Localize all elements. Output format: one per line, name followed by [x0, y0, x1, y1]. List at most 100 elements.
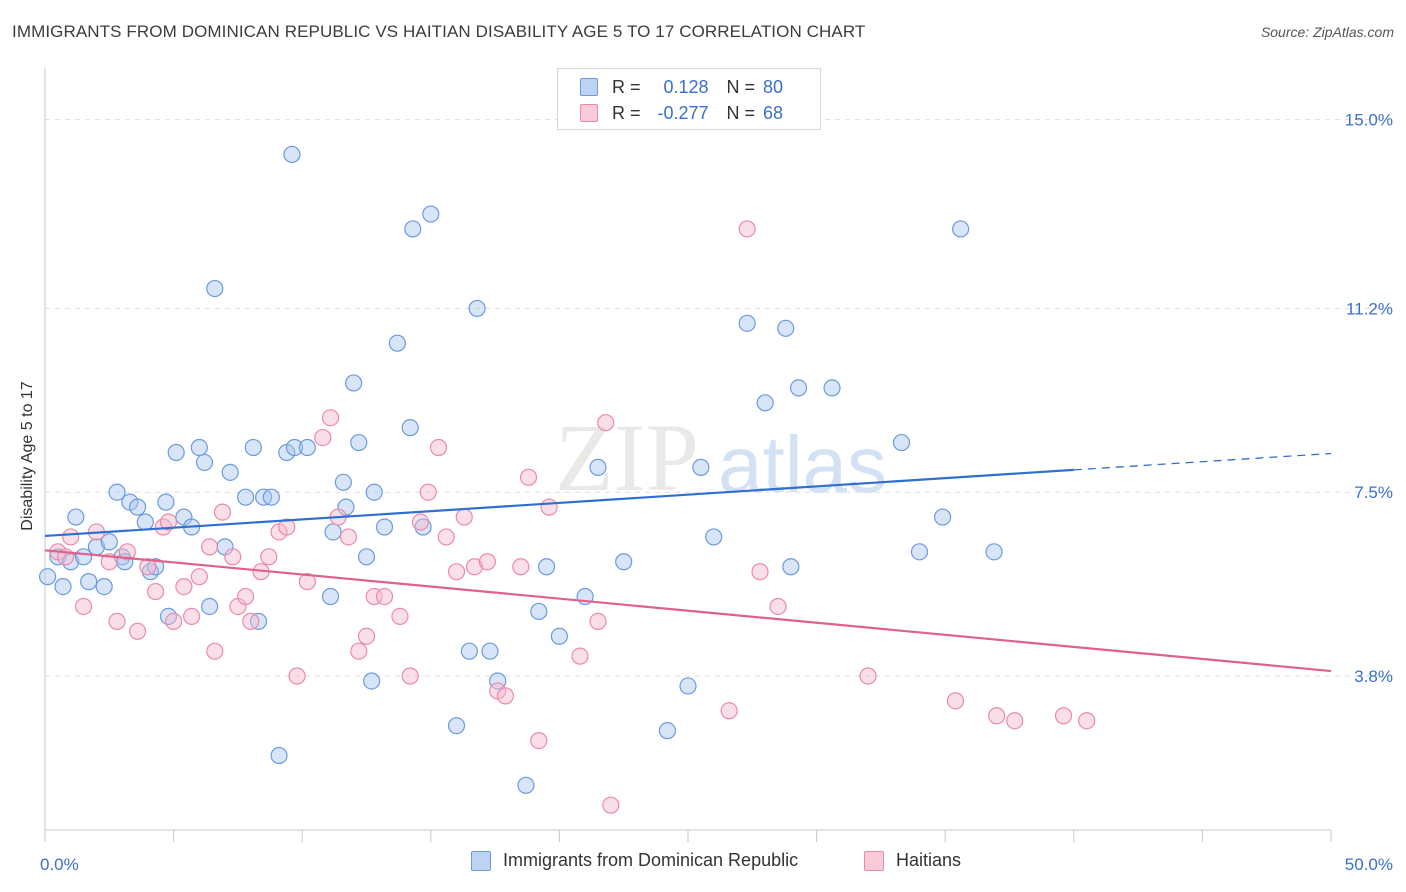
- data-point-dominican: [100, 533, 118, 551]
- data-point-haitian: [314, 428, 332, 447]
- data-point-haitian: [597, 414, 615, 432]
- y-tick-label: 3.8%: [1354, 667, 1393, 686]
- data-point-haitian: [1006, 712, 1024, 730]
- data-point-dominican: [401, 419, 419, 437]
- data-point-dominican: [692, 458, 710, 476]
- y-tick-labels: 3.8% 7.5% 11.2% 15.0%: [1345, 111, 1393, 686]
- data-point-haitian: [496, 687, 514, 705]
- data-point-dominican: [54, 578, 72, 596]
- data-point-haitian: [74, 597, 93, 616]
- data-point-haitian: [183, 607, 201, 626]
- legend-row-blue: R = 0.128 N = 80: [580, 74, 783, 100]
- legend-swatch-pink: [580, 104, 598, 122]
- legend-r-label: R =: [612, 102, 641, 123]
- data-point-haitian: [478, 553, 496, 571]
- data-point-haitian: [429, 438, 448, 457]
- data-point-dominican: [468, 299, 486, 318]
- data-point-haitian: [512, 558, 530, 576]
- x-tick-label: 0.0%: [40, 855, 79, 874]
- legend-row-pink: R = -0.277 N = 68: [580, 100, 783, 126]
- data-point-dominican: [345, 374, 363, 392]
- data-point-haitian: [146, 582, 165, 601]
- data-point-dominican: [705, 528, 723, 546]
- data-point-dominican: [589, 458, 607, 476]
- data-point-dominican: [404, 220, 422, 238]
- data-point-haitian: [339, 528, 358, 546]
- data-point-dominican: [128, 498, 147, 516]
- data-point-dominican: [190, 438, 208, 457]
- data-point-dominican: [195, 453, 214, 472]
- y-tick-label: 11.2%: [1346, 299, 1393, 318]
- data-point-dominican: [141, 563, 160, 581]
- data-point-haitian: [278, 518, 296, 536]
- data-point-dominican: [481, 642, 499, 660]
- data-point-haitian: [738, 220, 756, 238]
- legend-swatch-dominican: [471, 850, 491, 871]
- data-point-dominican: [782, 558, 800, 576]
- data-point-dominican: [244, 438, 262, 457]
- data-point-haitian: [242, 612, 260, 630]
- data-point-haitian: [201, 538, 219, 556]
- legend-item-dominican[interactable]: Immigrants from Dominican Republic: [471, 850, 798, 871]
- watermark-atlas: atlas: [718, 420, 887, 509]
- data-point-haitian: [988, 707, 1006, 725]
- watermark-zip: ZIP: [555, 404, 699, 511]
- trend-line-dominican: [44, 468, 1074, 538]
- data-point-dominican: [658, 722, 677, 740]
- data-point-haitian: [437, 528, 455, 546]
- data-point-haitian: [118, 543, 136, 561]
- data-point-haitian: [465, 558, 484, 576]
- data-point-dominican: [892, 433, 911, 452]
- data-point-dominican: [283, 145, 301, 164]
- legend-n-value-blue: 80: [763, 76, 784, 97]
- data-point-haitian: [237, 587, 255, 606]
- legend-n-label: N =: [726, 76, 756, 97]
- data-point-dominican: [321, 587, 340, 606]
- data-point-haitian: [190, 568, 208, 586]
- data-point-haitian: [108, 612, 126, 630]
- data-point-dominican: [201, 597, 219, 616]
- data-point-haitian: [720, 702, 738, 720]
- legend-r-value-blue: 0.128: [663, 76, 709, 97]
- data-point-haitian: [260, 548, 278, 566]
- data-point-dominican: [357, 548, 376, 566]
- legend-label-dominican: Immigrants from Dominican Republic: [503, 850, 799, 870]
- data-point-haitian: [175, 578, 193, 596]
- data-point-dominican: [823, 379, 841, 397]
- data-point-dominican: [38, 568, 57, 586]
- correlation-legend: R = 0.128 N = 80 R = -0.277 N = 68: [557, 68, 821, 130]
- legend-r-label: R =: [612, 76, 641, 97]
- data-point-dominican: [615, 553, 633, 571]
- data-point-haitian: [946, 692, 965, 710]
- data-point-dominican: [679, 677, 697, 695]
- data-point-dominican: [530, 602, 548, 621]
- chart-title: IMMIGRANTS FROM DOMINICAN REPUBLIC VS HA…: [12, 22, 866, 41]
- data-point-haitian: [298, 573, 316, 591]
- y-tick-label: 15.0%: [1345, 111, 1393, 130]
- y-axis-label: Disability Age 5 to 17: [19, 381, 36, 531]
- data-point-dominican: [537, 558, 556, 576]
- legend-n-value-pink: 68: [763, 102, 784, 123]
- data-point-dominican: [985, 543, 1003, 561]
- data-point-dominican: [460, 642, 478, 660]
- data-point-haitian: [206, 642, 224, 660]
- data-point-haitian: [401, 667, 419, 685]
- series-blue-points: [38, 145, 1003, 794]
- legend-item-haitians[interactable]: Haitians: [864, 850, 961, 871]
- data-point-dominican: [910, 543, 929, 561]
- data-point-haitian: [159, 513, 178, 531]
- legend-swatch-blue: [580, 78, 598, 96]
- data-point-haitian: [1054, 707, 1073, 725]
- data-point-dominican: [952, 220, 970, 238]
- data-point-haitian: [602, 796, 620, 814]
- data-point-dominican: [363, 672, 381, 690]
- legend-label-haitians: Haitians: [896, 850, 962, 870]
- data-point-haitian: [62, 528, 80, 546]
- data-point-haitian: [530, 731, 548, 750]
- data-point-haitian: [350, 642, 368, 660]
- data-point-dominican: [365, 483, 383, 501]
- data-point-haitian: [769, 597, 787, 616]
- data-point-dominican: [95, 578, 113, 596]
- data-point-haitian: [165, 612, 183, 630]
- data-point-dominican: [756, 394, 774, 412]
